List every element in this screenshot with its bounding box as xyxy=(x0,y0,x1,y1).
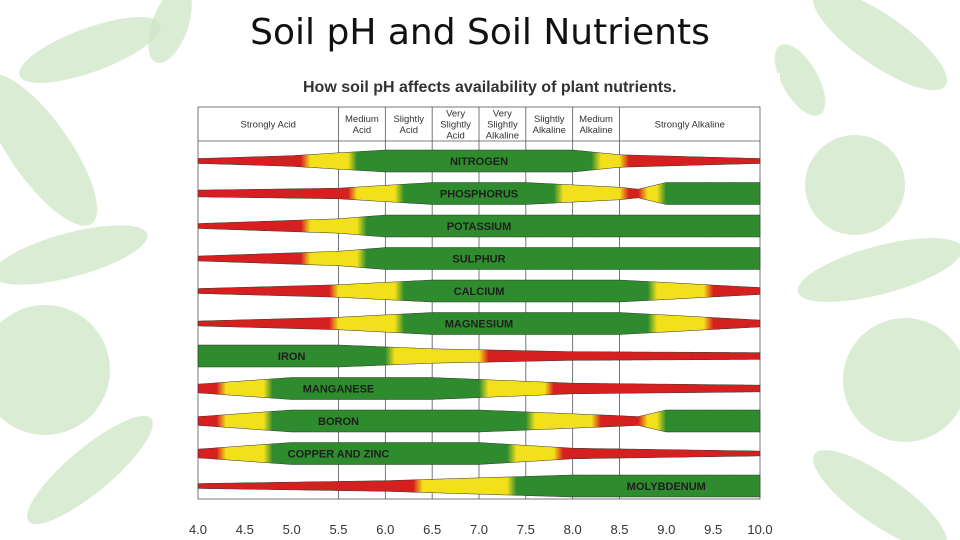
category-header: Very Slightly Acid xyxy=(440,109,471,142)
vegetable-decor-shape xyxy=(0,225,148,285)
nutrient-band xyxy=(197,279,761,303)
nutrient-label: COPPER AND ZINC xyxy=(288,449,390,461)
chart-grid xyxy=(197,106,761,500)
vegetable-decor-shape xyxy=(0,74,98,226)
nutrient-label: IRON xyxy=(278,351,306,363)
category-header: Medium Alkaline xyxy=(579,114,613,136)
category-header: Slightly Acid xyxy=(393,114,424,136)
nutrient-label: PHOSPHORUS xyxy=(440,189,518,201)
nutrient-label: MAGNESIUM xyxy=(445,319,513,331)
x-tick-label: 8.0 xyxy=(564,522,582,537)
x-tick-label: 7.5 xyxy=(517,522,535,537)
nutrient-band xyxy=(197,474,761,498)
x-tick-label: 9.5 xyxy=(704,522,722,537)
nutrient-band xyxy=(197,182,761,205)
nutrient-label: MANGANESE xyxy=(303,384,375,396)
nutrient-label: BORON xyxy=(318,416,359,428)
vegetable-decor-shape xyxy=(812,0,948,91)
x-tick-label: 6.0 xyxy=(376,522,394,537)
x-tick-label: 9.0 xyxy=(657,522,675,537)
nutrient-label: POTASSIUM xyxy=(447,221,512,233)
nutrient-band xyxy=(197,409,761,433)
nutrient-band xyxy=(197,247,761,270)
nutrient-label: NITROGEN xyxy=(450,156,508,168)
vegetable-decor-shape xyxy=(813,450,947,540)
vegetable-decor-shape xyxy=(805,135,905,235)
x-tick-label: 6.5 xyxy=(423,522,441,537)
x-tick-label: 4.5 xyxy=(236,522,254,537)
x-tick-label: 7.0 xyxy=(470,522,488,537)
vegetable-decor-shape xyxy=(797,238,960,302)
vegetable-decor-shape xyxy=(27,415,153,525)
nutrient-band xyxy=(197,312,761,335)
x-tick-label: 8.5 xyxy=(610,522,628,537)
nutrient-label: SULPHUR xyxy=(452,254,505,266)
slide-title: Soil pH and Soil Nutrients xyxy=(250,12,710,53)
nutrient-band xyxy=(197,149,761,173)
ph-nutrient-chart: How soil pH affects availability of plan… xyxy=(189,79,773,537)
nutrient-band xyxy=(197,344,761,368)
vegetable-decor-shape xyxy=(19,17,161,83)
category-header: Very Slightly Alkaline xyxy=(486,109,519,142)
vegetable-decor-shape xyxy=(843,318,960,442)
nutrient-band xyxy=(197,377,761,400)
nutrient-band xyxy=(197,214,761,238)
vegetable-decor-shape xyxy=(148,0,192,64)
x-tick-label: 5.5 xyxy=(329,522,347,537)
category-header: Strongly Alkaline xyxy=(655,120,725,131)
nutrient-label: CALCIUM xyxy=(454,286,505,298)
chart-title: How soil pH affects availability of plan… xyxy=(303,79,676,96)
category-header: Strongly Acid xyxy=(241,120,296,131)
category-header: Slightly Alkaline xyxy=(533,114,566,136)
nutrient-band xyxy=(197,442,761,465)
x-tick-label: 4.0 xyxy=(189,522,207,537)
vegetable-decor-shape xyxy=(0,305,110,435)
x-tick-label: 10.0 xyxy=(747,522,772,537)
nutrient-label: MOLYBDENUM xyxy=(627,481,706,493)
vegetable-decor-shape xyxy=(774,44,826,116)
category-header: Medium Acid xyxy=(345,114,379,136)
chart-panel: How soil pH affects availability of plan… xyxy=(180,73,780,540)
x-tick-label: 5.0 xyxy=(283,522,301,537)
